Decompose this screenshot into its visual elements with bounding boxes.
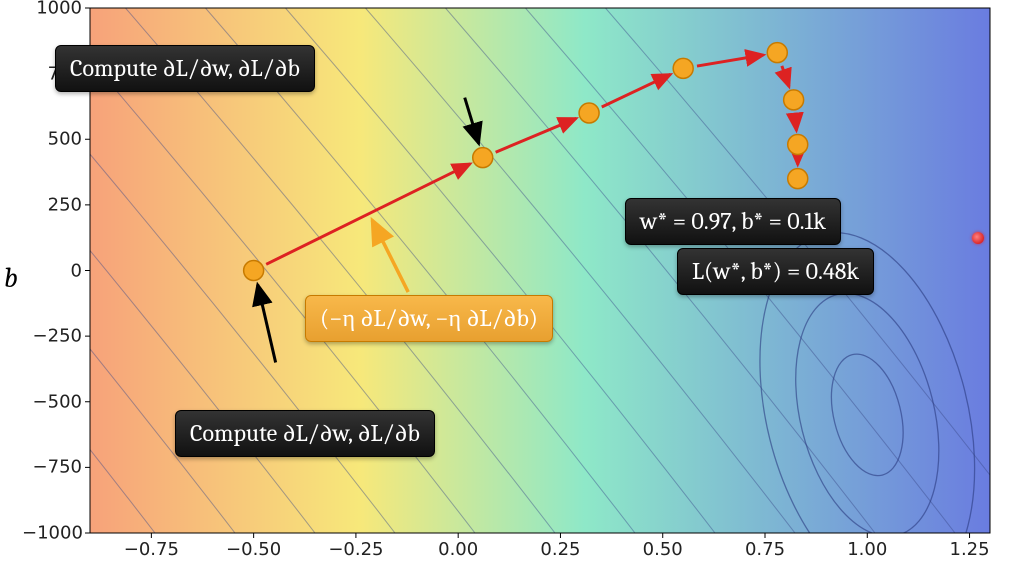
- x-tick-label: −0.75: [124, 539, 179, 560]
- x-tick-label: −0.50: [226, 539, 281, 560]
- y-axis-label: b: [4, 262, 18, 294]
- trajectory-arrow: [795, 114, 797, 131]
- trajectory-point: [788, 135, 808, 155]
- y-tick-label: −1000: [22, 523, 82, 544]
- trajectory-point: [244, 261, 264, 281]
- callout-optimum-params: w* = 0.97, b* = 0.1k: [625, 198, 841, 245]
- x-tick-label: 1.00: [847, 539, 887, 560]
- trajectory-point: [673, 58, 693, 78]
- callout-eta-step: (−η ∂L/∂w, −η ∂L/∂b): [305, 295, 553, 342]
- trajectory-point: [788, 169, 808, 189]
- x-tick-label: 0.75: [745, 539, 785, 560]
- callout-compute-gradient-top: Compute ∂L/∂w, ∂L/∂b: [55, 45, 315, 92]
- y-tick-label: 250: [22, 194, 82, 215]
- y-tick-label: −750: [22, 457, 82, 478]
- y-tick-label: 0: [22, 260, 82, 281]
- x-tick-label: −0.25: [328, 539, 383, 560]
- trajectory-point: [784, 90, 804, 110]
- x-tick-label: 0.25: [540, 539, 580, 560]
- y-tick-label: −250: [22, 326, 82, 347]
- red-cursor-dot: [972, 232, 984, 244]
- trajectory-point: [767, 43, 787, 63]
- y-tick-label: 1000: [22, 0, 82, 19]
- y-tick-label: −500: [22, 391, 82, 412]
- x-tick-label: 0.00: [438, 539, 478, 560]
- callout-compute-gradient-bottom: Compute ∂L/∂w, ∂L/∂b: [175, 410, 435, 457]
- trajectory-point: [473, 148, 493, 168]
- callout-optimum-loss: L(w*, b*) = 0.48k: [677, 248, 874, 295]
- y-tick-label: 500: [22, 129, 82, 150]
- x-tick-label: 0.50: [643, 539, 683, 560]
- x-tick-label: 1.25: [949, 539, 989, 560]
- trajectory-point: [579, 103, 599, 123]
